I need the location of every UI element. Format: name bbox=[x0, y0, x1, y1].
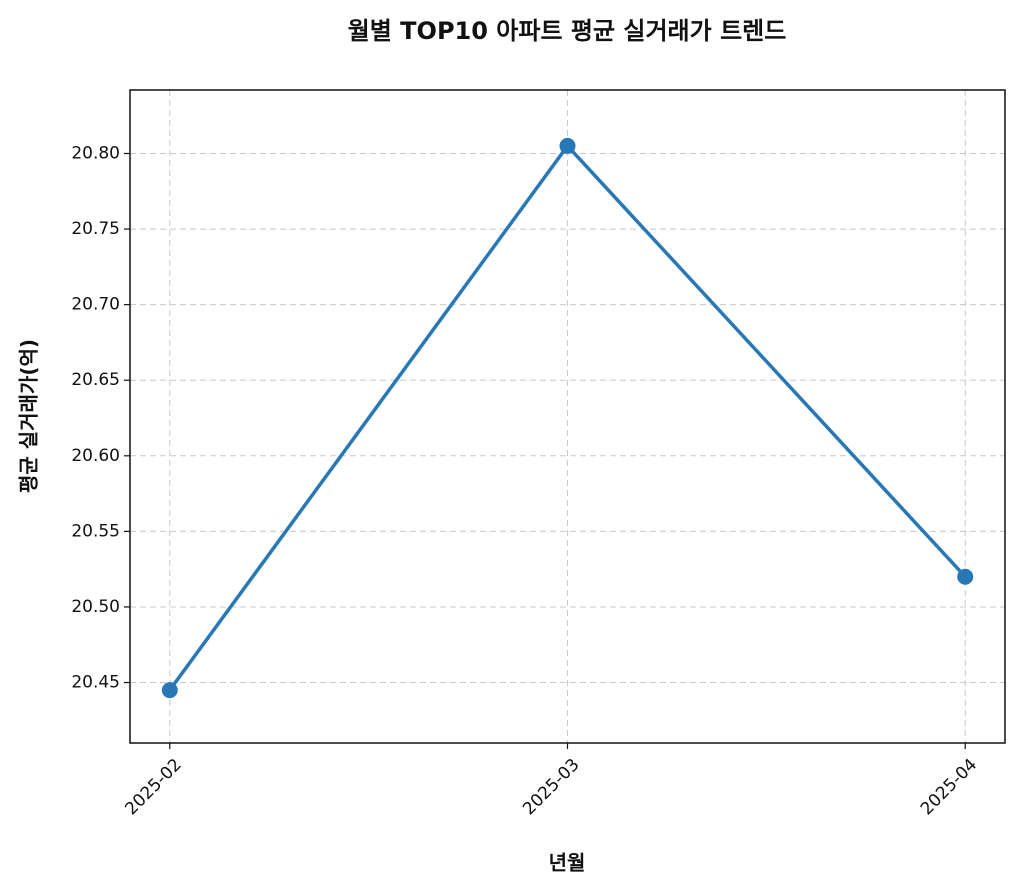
y-tick-label: 20.45 bbox=[71, 673, 120, 693]
y-axis-label: 평균 실거래가(억) bbox=[17, 339, 41, 493]
y-tick-label: 20.55 bbox=[71, 521, 120, 541]
x-tick-label: 2025-04 bbox=[917, 755, 981, 819]
data-point bbox=[957, 568, 974, 585]
plot-frame bbox=[129, 89, 1006, 744]
data-point bbox=[559, 137, 576, 154]
y-tick-label: 20.50 bbox=[71, 597, 120, 617]
y-tick-label: 20.80 bbox=[71, 143, 120, 163]
y-tick-label: 20.65 bbox=[71, 370, 120, 390]
x-axis-label: 년월 bbox=[549, 851, 586, 875]
x-tick-label: 2025-02 bbox=[121, 755, 185, 819]
chart-title: 월별 TOP10 아파트 평균 실거래가 트렌드 bbox=[348, 17, 787, 45]
x-tick-label: 2025-03 bbox=[519, 755, 583, 819]
y-tick-label: 20.60 bbox=[71, 446, 120, 466]
line-series bbox=[168, 143, 967, 692]
data-point bbox=[161, 682, 178, 699]
y-tick-label: 20.75 bbox=[71, 219, 120, 239]
y-tick-label: 20.70 bbox=[71, 295, 120, 315]
